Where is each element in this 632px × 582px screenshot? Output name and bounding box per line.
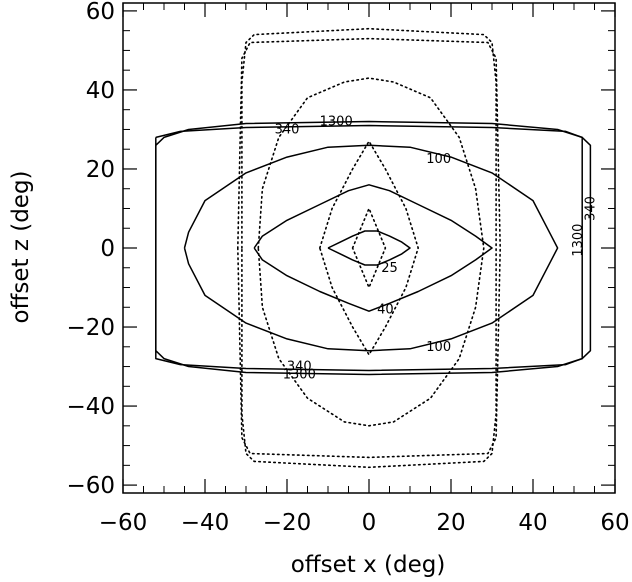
solid-contour-1: [327, 230, 411, 266]
contour-label-340: 340: [583, 196, 598, 221]
contour-label-100: 100: [426, 152, 451, 167]
y-axis-title: offset z (deg): [8, 170, 34, 323]
x-tick-label: −60: [99, 510, 148, 536]
tick-labels: −60 −40 −20 0 20 40 60 −60 −40 −20 0 20 40 60: [66, 0, 629, 536]
x-tick-label: 40: [518, 510, 547, 536]
y-tick-label: 20: [86, 157, 115, 183]
contour-label-1300: 1300: [571, 224, 586, 257]
x-tick-label: −40: [181, 510, 230, 536]
contour-label-340: 340: [287, 360, 312, 375]
solid-contour-4: [155, 124, 583, 372]
solid-contour-5: [155, 120, 592, 376]
y-tick-label: −60: [66, 473, 115, 499]
plot-frame: [122, 2, 616, 494]
x-tick-label: 60: [600, 510, 629, 536]
contour-lines: [155, 27, 592, 469]
x-tick-label: 20: [436, 510, 465, 536]
dotted-contour-7: [319, 140, 419, 356]
x-tick-label: −20: [263, 510, 312, 536]
dotted-contour-6: [351, 207, 387, 289]
dotted-contour-8: [257, 77, 485, 427]
solid-contour-3: [183, 144, 559, 352]
contour-label-25: 25: [381, 261, 398, 276]
dotted-contour-9: [241, 27, 497, 469]
contour-label-1300: 1300: [283, 367, 316, 382]
y-tick-label: −20: [66, 315, 115, 341]
x-axis-title: offset x (deg): [291, 552, 446, 578]
axis-ticks: [122, 3, 616, 493]
solid-contour-2: [253, 184, 493, 312]
y-tick-label: −40: [66, 394, 115, 420]
y-tick-label: 0: [100, 236, 115, 262]
axes-box: [122, 2, 616, 494]
contour-label-1300: 1300: [320, 115, 353, 130]
contour-label-40: 40: [377, 302, 394, 317]
y-tick-label: 60: [86, 0, 115, 25]
contour-label-340: 340: [275, 122, 300, 137]
y-tick-label: 40: [86, 78, 115, 104]
x-tick-label: 0: [362, 510, 377, 536]
contour-label-100: 100: [426, 340, 451, 355]
dotted-contour-10: [237, 37, 501, 459]
